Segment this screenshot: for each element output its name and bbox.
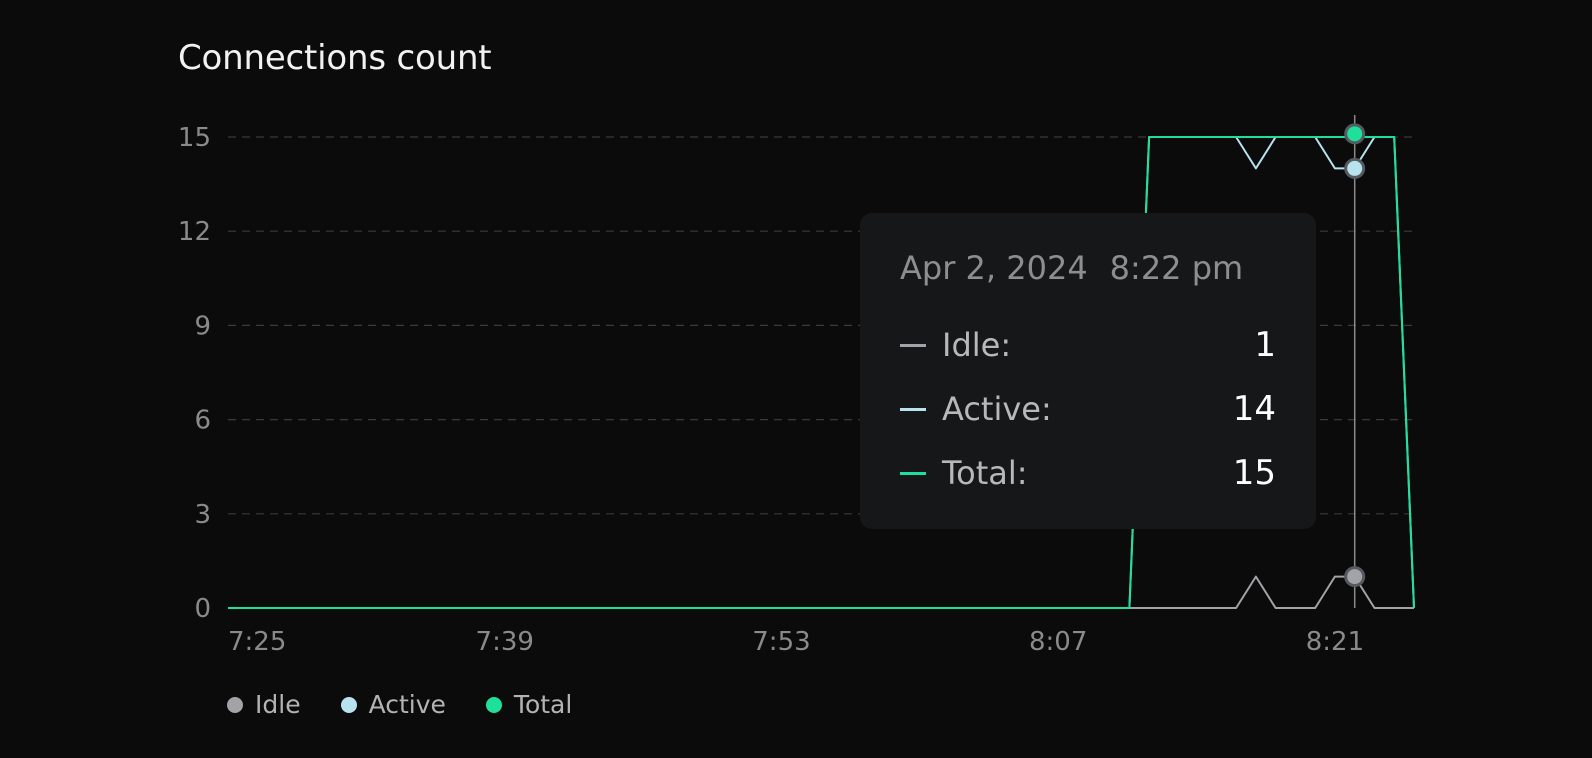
- series-line-total: [228, 136, 1415, 609]
- legend-item-total[interactable]: Total: [485, 690, 573, 719]
- tooltip-time: 8:22 pm: [1109, 249, 1244, 287]
- active-dot-icon: [340, 696, 357, 713]
- tooltip-label: Idle:: [942, 326, 1012, 364]
- tooltip-value: 15: [1232, 453, 1276, 493]
- hover-point-idle: [1344, 566, 1366, 588]
- grid-lines: [228, 136, 1414, 515]
- chart-title: Connections count: [178, 38, 492, 78]
- idle-dot-icon: [227, 696, 243, 713]
- tooltip-label: Total:: [942, 454, 1028, 492]
- legend-label: Idle: [255, 690, 301, 719]
- y-tick-label: 15: [178, 123, 211, 153]
- y-tick-label: 9: [194, 311, 211, 341]
- total-line-swatch: [900, 471, 926, 475]
- total-dot-icon: [485, 696, 502, 713]
- legend-item-active[interactable]: Active: [340, 690, 446, 719]
- series-line-idle: [228, 575, 1414, 609]
- chart-legend: Idle Active Total: [227, 690, 612, 719]
- tooltip-label: Active:: [942, 390, 1052, 428]
- y-tick-label: 12: [178, 217, 211, 247]
- hover-indicator: [1344, 115, 1366, 608]
- legend-label: Active: [368, 690, 446, 719]
- x-tick-label: 7:39: [476, 627, 534, 657]
- legend-label: Total: [513, 690, 573, 719]
- active-line-swatch: [900, 407, 926, 411]
- tooltip-row-active: Active: 14: [900, 377, 1276, 441]
- y-tick-label: 3: [194, 500, 211, 530]
- x-tick-label: 7:53: [752, 627, 810, 657]
- tooltip-value: 1: [1254, 325, 1276, 365]
- idle-line-swatch: [900, 343, 926, 347]
- series-lines: [228, 136, 1415, 609]
- tooltip-value: 14: [1232, 389, 1276, 429]
- x-tick-label: 8:21: [1306, 627, 1364, 657]
- tooltip-row-total: Total: 15: [900, 441, 1276, 505]
- x-tick-label: 8:07: [1029, 627, 1087, 657]
- tooltip-date: Apr 2, 2024: [900, 249, 1088, 287]
- y-tick-label: 0: [194, 594, 211, 624]
- x-tick-label: 7:25: [228, 627, 286, 657]
- y-axis-ticks: 0 3 6 9 12 15: [178, 123, 211, 624]
- tooltip-datetime: Apr 2, 2024 8:22 pm: [900, 249, 1276, 287]
- hover-tooltip: Apr 2, 2024 8:22 pm Idle: 1 Active: 14 To…: [860, 213, 1316, 529]
- legend-item-idle[interactable]: Idle: [227, 690, 301, 719]
- y-tick-label: 6: [194, 406, 211, 436]
- tooltip-row-idle: Idle: 1: [900, 313, 1276, 377]
- x-axis-ticks: 7:25 7:39 7:53 8:07 8:21: [228, 627, 1364, 657]
- hover-point-total: [1344, 123, 1366, 145]
- hover-point-active: [1344, 157, 1366, 179]
